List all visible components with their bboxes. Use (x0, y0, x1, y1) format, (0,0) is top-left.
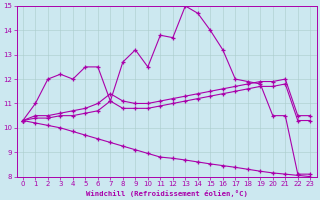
X-axis label: Windchill (Refroidissement éolien,°C): Windchill (Refroidissement éolien,°C) (86, 190, 248, 197)
